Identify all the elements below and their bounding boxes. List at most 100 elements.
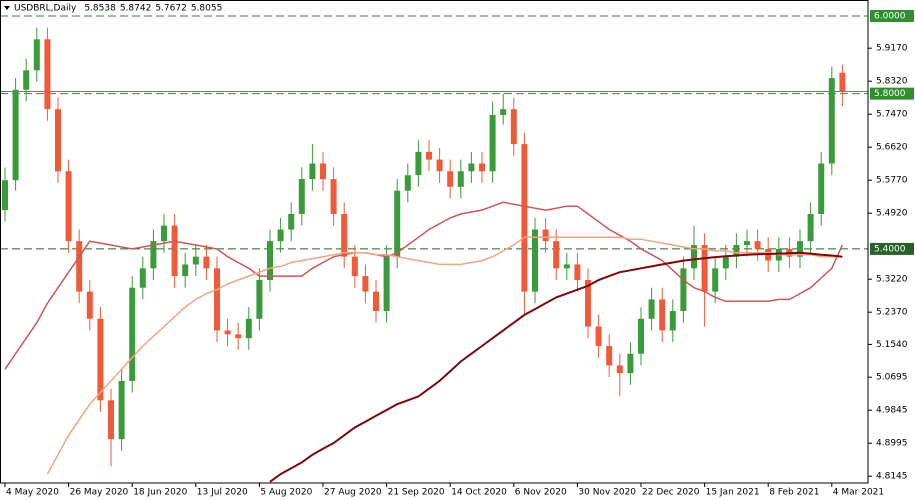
plot-area [0,15,868,483]
candle-body [65,171,72,242]
candle-body [797,241,803,257]
quote-value: 5.8055 [191,4,223,14]
y-tick-label: 5.1540 [876,340,908,350]
candle-body [532,229,538,292]
candle-body [129,287,136,381]
x-tick-label: 22 Dec 2020 [642,488,700,498]
candle-body [479,163,485,172]
candle-body [55,109,61,172]
candle-body [224,330,231,335]
moving-average [269,251,843,483]
candle-body [754,241,761,249]
candle-body [118,380,125,440]
candle-body [447,171,454,187]
level-label: 5.4000 [874,244,906,254]
y-tick-label: 5.5770 [876,176,908,186]
candle-body [457,171,464,187]
candle-body [415,151,422,176]
candle-body [341,213,348,257]
menu-arrow[interactable] [4,6,10,10]
candle-body [818,163,825,214]
x-tick-label: 14 Oct 2020 [451,488,507,498]
y-tick-label: 5.0695 [876,373,908,383]
candle-body [182,264,189,277]
x-tick-label: 18 Jun 2020 [133,488,187,498]
candle-body [108,400,114,440]
level-box [870,9,914,22]
level-label: 5.8000 [874,89,906,99]
x-tick-label: 8 Feb 2021 [769,488,819,498]
candle-body [373,291,379,312]
candle-body [44,39,51,110]
candle-body [97,318,104,401]
candle-body [436,159,443,172]
candle-body [351,256,358,277]
candle-body [267,241,273,280]
candle-body [161,225,167,242]
candle-body [330,179,337,214]
candle-body [235,334,242,339]
candle-body [701,245,708,292]
candle-body [171,225,178,277]
candle-body [12,89,19,181]
level-box [870,242,914,255]
x-tick-label: 27 Aug 2020 [324,488,382,498]
candle-body [288,213,295,230]
candle-body [320,163,326,180]
candle-body [553,241,560,269]
quote-value: 5.8538 [84,4,116,14]
candle-body [139,268,146,288]
x-tick-label: 6 Nov 2020 [515,488,567,498]
candle-body [606,345,613,366]
candle-body [2,180,8,211]
candle-body [712,268,719,292]
candle-body [616,365,623,374]
level-box [870,87,914,100]
x-tick-label: 13 Jul 2020 [197,488,248,498]
plot-frame [0,0,869,484]
candle-body [574,264,581,280]
candle-body [638,318,644,354]
candle-body [76,241,83,292]
candle-body [733,245,740,257]
y-tick-label: 5.7470 [876,110,908,120]
y-tick-label: 4.8145 [876,472,908,482]
moving-average [4,201,844,370]
candle-body [500,109,507,115]
candle-body [521,144,528,292]
candle-body [277,229,284,242]
candle-body [150,241,157,269]
candle-body [394,190,401,257]
candle-body [680,268,687,312]
level-label: 6.0000 [874,11,906,21]
candle-body [404,175,411,191]
candle-body [595,326,602,346]
y-tick-label: 5.9170 [876,44,908,54]
candle-body [563,264,570,269]
chart-header: USDBRL,Daily [14,4,77,14]
candle-body [23,70,30,90]
y-tick-label: 5.4920 [876,209,908,219]
candle-body [362,276,369,292]
y-tick-label: 5.8320 [876,77,908,87]
candle-body [648,299,655,319]
quote-value: 5.7672 [155,4,187,14]
candle-body [203,256,210,269]
candle-body [722,256,729,269]
candle-body [256,279,263,319]
candle-body [489,114,496,172]
y-tick-label: 5.3220 [876,275,908,285]
y-tick-label: 4.8995 [876,439,908,449]
candle-body [669,311,676,331]
candle-body [214,268,220,331]
candle-body [627,353,634,374]
candle-body [510,109,517,145]
candle-body [659,299,666,331]
candle-body [691,245,697,269]
candle-body [468,163,475,172]
candle-body [828,78,835,164]
x-tick-label: 30 Nov 2020 [578,488,636,498]
x-tick-label: 15 Jan 2021 [706,488,760,498]
candle-body [192,256,199,265]
